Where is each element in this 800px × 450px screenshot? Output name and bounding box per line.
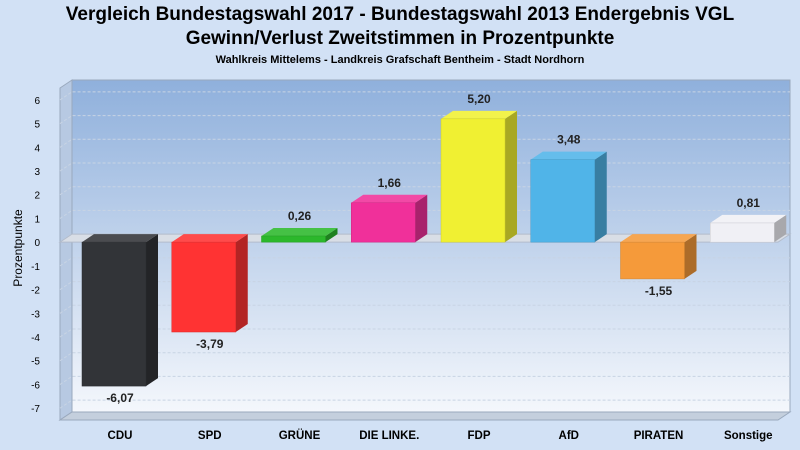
bar-front	[81, 241, 147, 387]
y-tick-label: 2	[34, 191, 40, 202]
bar-side	[235, 234, 248, 333]
bar-afd	[530, 151, 607, 243]
x-tick-label: SPD	[198, 430, 222, 442]
bar-front	[710, 222, 775, 243]
bar-side	[415, 194, 428, 243]
y-tick-label: -2	[31, 286, 40, 297]
bar-front	[261, 235, 326, 243]
x-tick-label: Sonstige	[724, 430, 773, 442]
x-tick-label: PIRATEN	[634, 430, 684, 442]
bar-front	[440, 118, 506, 243]
y-tick-label: 4	[34, 143, 40, 154]
data-label: -6,07	[106, 391, 134, 405]
y-tick-label: -1	[31, 262, 40, 273]
bar-side	[325, 227, 338, 243]
bar-fdp	[440, 110, 517, 243]
bar-top	[261, 227, 338, 236]
bar-front	[171, 241, 236, 333]
bar-piraten	[620, 234, 697, 280]
bar-side	[146, 234, 158, 387]
x-tick-label: DIE LINKE.	[359, 430, 419, 442]
bar-top	[82, 234, 158, 243]
y-tick-label: 3	[34, 167, 40, 178]
bar-gr-ne	[261, 227, 338, 243]
chart-subtitle: Gewinn/Verlust Zweitstimmen in Prozentpu…	[185, 28, 615, 49]
chart-title: Vergleich Bundestagswahl 2017 - Bundesta…	[65, 4, 735, 25]
bar-sonstige	[710, 214, 787, 243]
data-label: 3,48	[557, 133, 581, 147]
data-label: 0,26	[288, 209, 312, 223]
bar-front	[530, 159, 595, 243]
bar-side	[684, 234, 697, 279]
bar-top	[710, 214, 787, 223]
plot-left-wall	[59, 79, 73, 421]
bar-top	[171, 234, 248, 243]
bar-top	[530, 151, 607, 160]
bar-front	[351, 202, 416, 243]
x-tick-label: GRÜNE	[279, 429, 321, 442]
y-tick-label: 0	[34, 238, 40, 249]
y-tick-label: -5	[31, 357, 40, 368]
y-tick-label: 6	[34, 96, 40, 107]
y-tick-label: -7	[31, 404, 40, 415]
bar-spd	[171, 234, 248, 333]
x-tick-label: AfD	[559, 430, 579, 442]
x-tick-label: CDU	[108, 430, 133, 442]
y-tick-label: -6	[31, 380, 40, 391]
plot-floor	[58, 411, 792, 421]
bar-side	[594, 151, 607, 243]
bar-front	[620, 241, 685, 280]
y-tick-label: 5	[34, 120, 40, 131]
y-axis-label: Prozentpunkte	[11, 209, 25, 287]
data-label: 5,20	[467, 92, 491, 106]
bar-top	[351, 194, 428, 203]
data-label: 0,81	[737, 196, 761, 210]
y-tick-label: 1	[34, 214, 40, 225]
bar-top	[620, 234, 697, 243]
y-tick-label: -4	[31, 333, 40, 344]
bar-side	[774, 214, 787, 243]
bar-side	[505, 110, 517, 243]
data-label: -3,79	[196, 337, 224, 351]
data-label: -1,55	[645, 284, 673, 298]
data-label: 1,66	[378, 176, 402, 190]
bar-die-linke	[351, 194, 428, 243]
bar-top	[441, 110, 517, 119]
x-tick-label: FDP	[468, 430, 491, 442]
y-tick-label: -3	[31, 309, 40, 320]
bar-cdu	[81, 234, 158, 387]
chart-region-subtitle: Wahlkreis Mittelems - Landkreis Grafscha…	[215, 54, 585, 66]
